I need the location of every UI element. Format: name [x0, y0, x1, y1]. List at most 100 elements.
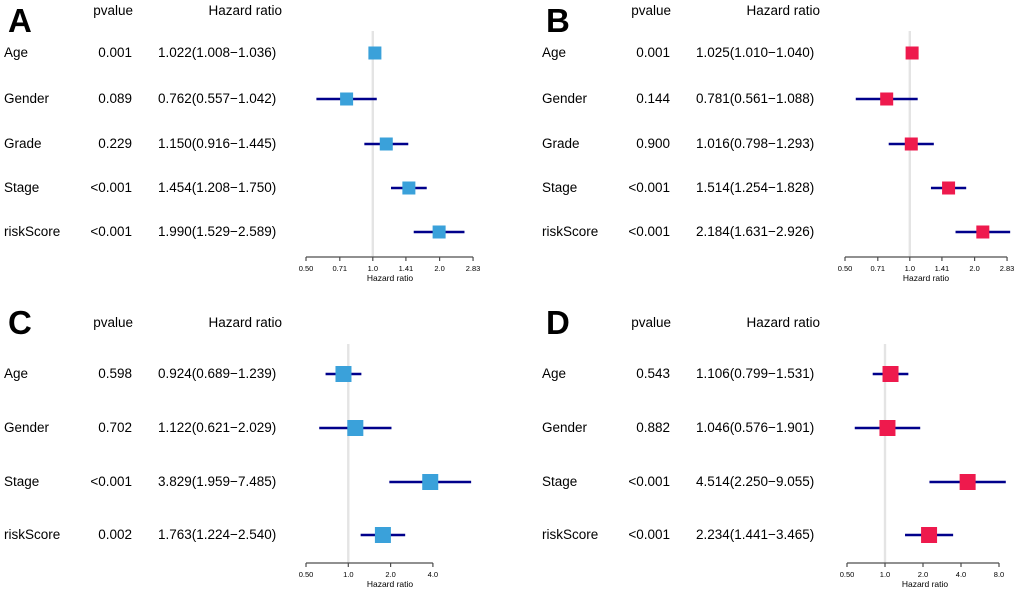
panel-b: B pvalue Hazard ratio 0.50 0.71 1.0 1.41 2.0…: [510, 0, 1020, 296]
forest-plot-a: 0.50 0.71 1.0 1.41 2.0 2.83 Hazard ratio: [299, 31, 481, 283]
variable-label: riskScore: [4, 527, 61, 542]
hazard-ratio-value: 1.150(0.916−1.445): [158, 136, 277, 151]
variable-label: Stage: [4, 474, 40, 489]
axis-tick-label: 1.0: [905, 264, 915, 273]
axis-tick-label: 0.50: [299, 570, 314, 579]
hazard-ratio-value: 0.762(0.557−1.042): [158, 91, 277, 106]
variable-label: Stage: [542, 474, 578, 489]
axis-title: Hazard ratio: [903, 273, 950, 283]
axis-tick-label: 2.83: [1000, 264, 1015, 273]
pvalue-value: 0.229: [98, 136, 132, 151]
panel-c: C pvalue Hazard ratio 0.50 1.0 2.0 4.0 Hazar…: [0, 296, 510, 592]
hazard-ratio-value: 1.122(0.621−2.029): [158, 420, 277, 435]
pvalue-column-header: pvalue: [631, 315, 671, 330]
pvalue-value: 0.002: [98, 527, 132, 542]
pvalue-column-header: pvalue: [93, 315, 133, 330]
pvalue-value: <0.001: [628, 224, 670, 239]
hr-marker-square: [882, 366, 899, 382]
hazard-ratio-value: 1.025(1.010−1.040): [696, 45, 815, 60]
axis-tick-label: 2.0: [385, 570, 395, 579]
hazard-ratio-value: 1.763(1.224−2.540): [158, 527, 277, 542]
panel-letter: B: [546, 2, 570, 39]
pvalue-value: <0.001: [90, 180, 132, 195]
hazard-ratio-value: 1.990(1.529−2.589): [158, 224, 277, 239]
panel-a: A pvalue Hazard ratio 0.50 0.71 1.0 1.41 2.0…: [0, 0, 510, 296]
hazard-ratio-value: 3.829(1.959−7.485): [158, 474, 277, 489]
axis-tick-label: 1.41: [935, 264, 950, 273]
hr-marker-square: [335, 366, 352, 382]
hr-marker-square: [905, 46, 919, 60]
hazard-ratio-column-header: Hazard ratio: [208, 315, 282, 330]
forest-plot-b: 0.50 0.71 1.0 1.41 2.0 2.83 Hazard ratio: [838, 31, 1015, 283]
pvalue-value: <0.001: [90, 224, 132, 239]
variable-label: Grade: [4, 136, 42, 151]
hazard-ratio-value: 2.234(1.441−3.465): [696, 527, 815, 542]
pvalue-value: 0.089: [98, 91, 132, 106]
variable-label: riskScore: [542, 527, 599, 542]
variable-label: Stage: [4, 180, 40, 195]
axis-tick-label: 0.71: [332, 264, 347, 273]
axis-tick-label: 1.0: [880, 570, 890, 579]
variable-label: Gender: [4, 91, 50, 106]
axis-tick-label: 0.50: [299, 264, 314, 273]
hr-marker-square: [879, 420, 896, 436]
hr-marker-square: [374, 527, 391, 543]
axis-title: Hazard ratio: [367, 579, 414, 589]
panel-letter: D: [546, 304, 570, 341]
hazard-ratio-value: 1.454(1.208−1.750): [158, 180, 277, 195]
hr-marker-square: [340, 92, 354, 106]
pvalue-value: 0.882: [636, 420, 670, 435]
variable-label: riskScore: [542, 224, 599, 239]
pvalue-value: 0.001: [98, 45, 132, 60]
hazard-ratio-value: 1.046(0.576−1.901): [696, 420, 815, 435]
variable-label: riskScore: [4, 224, 61, 239]
hazard-ratio-value: 1.514(1.254−1.828): [696, 180, 815, 195]
axis-tick-label: 0.50: [840, 570, 855, 579]
pvalue-value: 0.702: [98, 420, 132, 435]
pvalue-value: <0.001: [628, 527, 670, 542]
hazard-ratio-value: 1.022(1.008−1.036): [158, 45, 277, 60]
hr-marker-square: [959, 474, 976, 490]
hr-marker-square: [422, 474, 439, 490]
variable-label: Gender: [542, 91, 588, 106]
hr-marker-square: [904, 137, 918, 151]
hr-marker-square: [432, 225, 446, 239]
variable-label: Gender: [542, 420, 588, 435]
variable-label: Age: [542, 366, 567, 381]
hazard-ratio-column-header: Hazard ratio: [746, 3, 820, 18]
hazard-ratio-value: 4.514(2.250−9.055): [696, 474, 815, 489]
variable-label: Gender: [4, 420, 50, 435]
hr-marker-square: [942, 181, 956, 195]
hr-marker-square: [921, 527, 938, 543]
axis-tick-label: 1.0: [368, 264, 378, 273]
hr-marker-square: [347, 420, 364, 436]
hr-marker-square: [379, 137, 393, 151]
pvalue-column-header: pvalue: [631, 3, 671, 18]
axis-title: Hazard ratio: [367, 273, 414, 283]
axis-tick-label: 2.0: [969, 264, 979, 273]
axis-tick-label: 1.0: [343, 570, 353, 579]
pvalue-value: 0.543: [636, 366, 670, 381]
axis-tick-label: 1.41: [399, 264, 414, 273]
axis-tick-label: 0.71: [870, 264, 885, 273]
hazard-ratio-value: 0.781(0.561−1.088): [696, 91, 815, 106]
axis-tick-label: 2.83: [466, 264, 481, 273]
axis-tick-label: 2.0: [918, 570, 928, 579]
axis-tick-label: 4.0: [428, 570, 438, 579]
hazard-ratio-value: 1.016(0.798−1.293): [696, 136, 815, 151]
hr-marker-square: [402, 181, 416, 195]
pvalue-value: 0.144: [636, 91, 670, 106]
pvalue-value: <0.001: [90, 474, 132, 489]
variable-label: Age: [4, 366, 29, 381]
hazard-ratio-value: 1.106(0.799−1.531): [696, 366, 815, 381]
panel-letter: A: [8, 2, 32, 39]
pvalue-value: 0.001: [636, 45, 670, 60]
forest-plot-c: 0.50 1.0 2.0 4.0 Hazard ratio: [299, 344, 472, 589]
pvalue-value: <0.001: [628, 474, 670, 489]
pvalue-value: 0.598: [98, 366, 132, 381]
axis-tick-label: 0.50: [838, 264, 853, 273]
variable-label: Grade: [542, 136, 580, 151]
hazard-ratio-value: 2.184(1.631−2.926): [696, 224, 815, 239]
axis-title: Hazard ratio: [902, 579, 949, 589]
